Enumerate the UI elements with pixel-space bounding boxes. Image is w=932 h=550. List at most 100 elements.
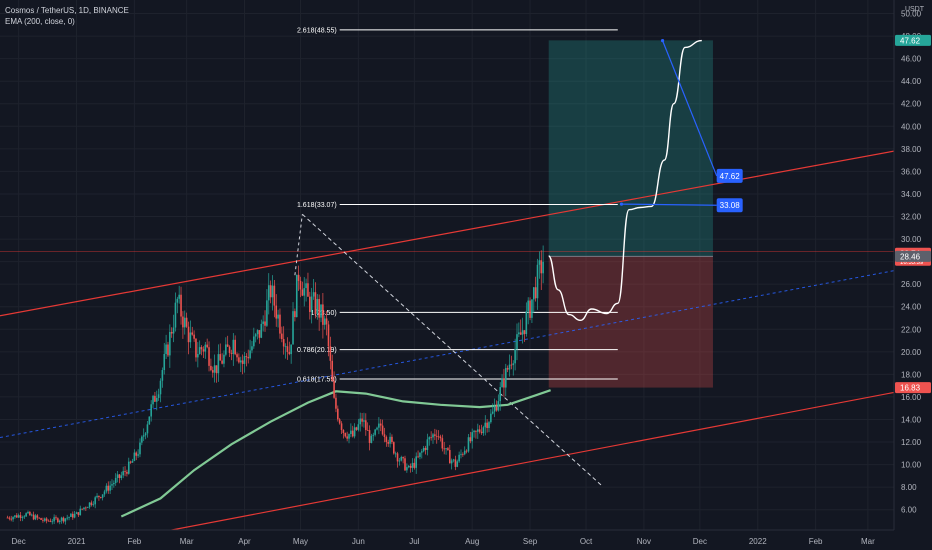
candle-body <box>157 394 160 398</box>
candle-body <box>381 425 384 435</box>
candle-body <box>17 515 20 518</box>
long-position-tool[interactable] <box>548 40 713 388</box>
candle-body <box>266 300 268 326</box>
candle-body <box>47 520 50 522</box>
candle-body <box>344 433 347 437</box>
candle-body <box>269 285 272 298</box>
candle-body <box>116 474 119 478</box>
candle-body <box>152 395 154 405</box>
symbol-title[interactable]: Cosmos / TetherUS, 1D, BINANCE <box>5 6 129 15</box>
candle-body <box>516 334 518 349</box>
candle-body <box>21 517 24 518</box>
y-tick-label: 18.00 <box>901 370 922 379</box>
candle-body <box>393 442 395 454</box>
candle-body <box>385 437 388 443</box>
candle-body <box>27 511 29 514</box>
candle-body <box>241 360 244 364</box>
candle-body <box>73 513 76 518</box>
candle-body <box>14 515 16 518</box>
candle-body <box>75 512 78 514</box>
candle-body <box>148 416 151 425</box>
candle-body <box>527 300 529 312</box>
candle-body <box>525 311 528 335</box>
candle-body <box>71 513 74 518</box>
candle-body <box>409 465 412 468</box>
candle-body <box>15 515 18 518</box>
candle-body <box>534 287 537 299</box>
candle-body <box>111 484 113 486</box>
candle-body <box>480 431 483 434</box>
candle-body <box>292 311 294 345</box>
candle-body <box>540 260 543 274</box>
candle-body <box>88 502 91 508</box>
y-tick-label: 46.00 <box>901 55 922 64</box>
candle-body <box>118 474 121 479</box>
candle-body <box>98 495 100 498</box>
x-axis[interactable]: Dec 2021 Feb Mar Apr May Jun Jul Aug Sep Oct Nov Dec… <box>0 529 932 550</box>
price-arrows[interactable]: 47.62 33.08 <box>619 38 743 213</box>
candle-body <box>417 456 419 458</box>
candle-body <box>124 471 126 472</box>
candle-body <box>163 353 166 371</box>
diagonal-lines[interactable] <box>294 213 602 486</box>
candle-body <box>228 346 231 353</box>
candle-body <box>36 515 39 518</box>
candle-body <box>338 419 341 424</box>
candle-body <box>519 332 522 335</box>
candle-body <box>323 318 326 325</box>
candle-body <box>187 326 190 343</box>
candle-body <box>234 339 236 355</box>
candle-body <box>404 458 406 471</box>
candle-body <box>441 438 444 449</box>
candle-body <box>542 261 544 274</box>
candle-body <box>239 360 242 363</box>
x-tick-label: Mar <box>861 537 875 546</box>
candle-body <box>482 427 485 434</box>
candle-body <box>219 354 222 361</box>
y-tick-label: 12.00 <box>901 438 922 447</box>
y-tick-label: 20.00 <box>901 348 922 357</box>
candle-body <box>424 447 427 450</box>
candle-body <box>273 285 276 306</box>
candle-body <box>146 424 149 434</box>
candle-body <box>155 397 158 402</box>
candle-body <box>419 452 421 457</box>
candle-body <box>365 420 367 430</box>
candle-body <box>497 401 500 411</box>
candle-body <box>221 360 223 364</box>
projection-path[interactable] <box>548 39 702 322</box>
arrow-tag-label: 47.62 <box>720 172 741 181</box>
candle-body <box>137 454 139 456</box>
candle-body <box>322 304 324 325</box>
candle-body <box>275 305 278 319</box>
y-tick-label: 30.00 <box>901 235 922 244</box>
arrow-tag <box>716 168 743 183</box>
candle-body <box>518 332 520 335</box>
candle-body <box>170 332 173 334</box>
candle-body <box>109 485 111 491</box>
y-tick-label: 16.00 <box>901 393 922 402</box>
price-tag-label: 47.62 <box>900 36 921 45</box>
trend-channel[interactable] <box>0 150 895 550</box>
arrow-line <box>662 40 718 177</box>
candle-body <box>394 453 397 455</box>
price-tag-box <box>895 250 931 262</box>
candle-body <box>53 517 55 522</box>
indicator-label[interactable]: EMA (200, close, 0) <box>5 17 75 26</box>
candle-body <box>379 423 382 426</box>
candle-body <box>363 420 365 422</box>
candle-body <box>378 423 380 428</box>
candle-body <box>25 513 27 517</box>
candle-body <box>217 354 220 374</box>
candle-body <box>77 512 80 516</box>
y-axis[interactable]: 6.00 8.00 10.00 12.00 14.00 16.00 18.00 20.00 22… <box>893 0 932 550</box>
candle-body <box>99 497 102 498</box>
candle-body <box>316 299 319 315</box>
arrow-line <box>621 203 717 206</box>
projection-curve <box>548 39 702 322</box>
candle-body <box>226 344 229 347</box>
candle-body <box>435 435 438 437</box>
x-tick-label: Apr <box>238 537 251 546</box>
